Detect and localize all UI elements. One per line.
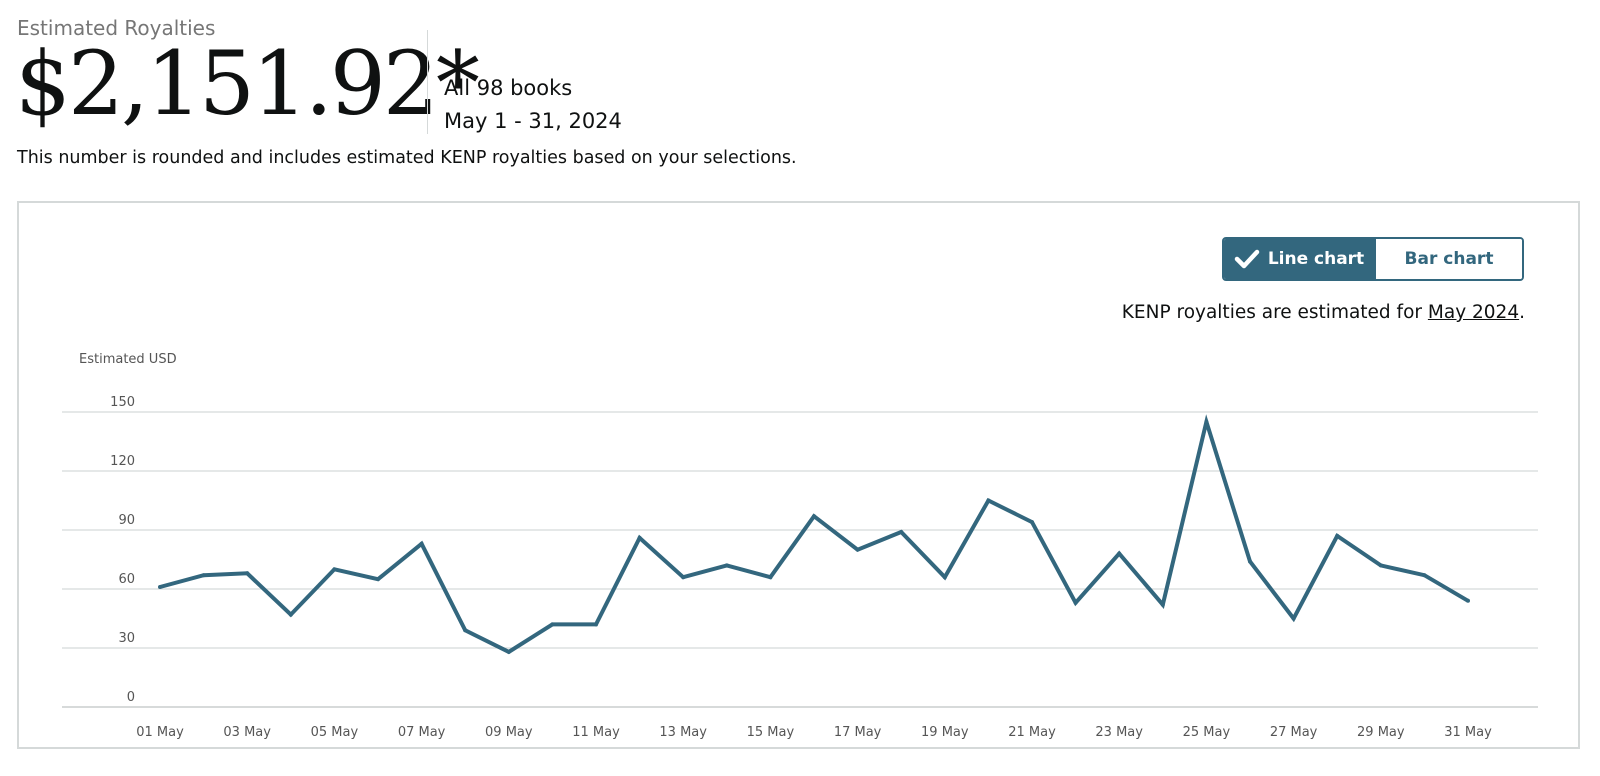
data-point bbox=[550, 622, 555, 627]
data-point bbox=[1291, 616, 1296, 621]
data-point bbox=[899, 529, 904, 534]
books-scope: All 98 books bbox=[444, 76, 573, 100]
x-tick-label: 25 May bbox=[1183, 725, 1231, 740]
data-point bbox=[463, 628, 468, 633]
y-tick-label: 90 bbox=[118, 513, 135, 528]
royalties-series-line bbox=[159, 414, 1470, 655]
x-tick-label: 23 May bbox=[1095, 725, 1143, 740]
date-range: May 1 - 31, 2024 bbox=[444, 109, 622, 133]
kenp-note-prefix: KENP royalties are estimated for bbox=[1121, 302, 1428, 323]
data-point bbox=[1422, 573, 1427, 578]
data-point bbox=[855, 547, 860, 552]
bar-chart-button[interactable]: Bar chart bbox=[1374, 239, 1522, 279]
x-tick-label: 01 May bbox=[136, 725, 184, 740]
data-point bbox=[768, 575, 773, 580]
data-point bbox=[942, 575, 947, 580]
data-point bbox=[1466, 598, 1470, 603]
x-tick-label: 27 May bbox=[1270, 725, 1318, 740]
x-tick-label: 31 May bbox=[1444, 725, 1492, 740]
data-point bbox=[1160, 602, 1165, 607]
header-divider bbox=[427, 30, 428, 134]
estimated-royalties-label: Estimated Royalties bbox=[17, 16, 216, 40]
y-tick-label: 0 bbox=[127, 690, 135, 705]
data-point bbox=[1117, 551, 1122, 556]
data-point bbox=[594, 622, 598, 627]
data-point bbox=[245, 571, 250, 576]
x-tick-label: 07 May bbox=[398, 725, 446, 740]
y-tick-label: 120 bbox=[110, 454, 135, 469]
line-chart-label: Line chart bbox=[1267, 249, 1365, 269]
data-point bbox=[419, 541, 424, 546]
royalties-amount: $2,151.92* bbox=[15, 32, 480, 135]
data-point bbox=[506, 649, 511, 654]
x-tick-label: 29 May bbox=[1357, 725, 1405, 740]
chart-type-toggle: Line chart Bar chart bbox=[1222, 237, 1524, 281]
chart-panel bbox=[17, 201, 1580, 749]
data-point bbox=[1073, 600, 1078, 605]
data-point bbox=[681, 575, 686, 580]
y-tick-label: 60 bbox=[118, 572, 135, 587]
data-point bbox=[1378, 563, 1383, 568]
y-tick-label: 150 bbox=[110, 395, 135, 410]
data-point bbox=[376, 577, 380, 582]
bar-chart-label: Bar chart bbox=[1404, 249, 1494, 269]
x-tick-label: 13 May bbox=[659, 725, 707, 740]
checkmark-icon bbox=[1234, 249, 1260, 269]
x-tick-label: 11 May bbox=[572, 725, 620, 740]
x-tick-label: 21 May bbox=[1008, 725, 1056, 740]
x-tick-label: 17 May bbox=[834, 725, 882, 740]
data-point bbox=[724, 563, 729, 568]
data-point bbox=[812, 514, 816, 519]
kenp-estimate-note: KENP royalties are estimated for May 202… bbox=[1122, 302, 1525, 323]
data-point bbox=[1204, 419, 1209, 424]
x-tick-label: 03 May bbox=[223, 725, 271, 740]
data-point bbox=[201, 573, 206, 578]
data-point bbox=[1030, 520, 1034, 525]
data-point bbox=[288, 612, 293, 617]
line-chart-button[interactable]: Line chart bbox=[1224, 239, 1374, 279]
data-point bbox=[1248, 559, 1252, 564]
kenp-month-link[interactable]: May 2024 bbox=[1427, 302, 1520, 323]
data-point bbox=[637, 535, 642, 540]
rounding-note: This number is rounded and includes esti… bbox=[17, 148, 797, 168]
data-point bbox=[158, 585, 162, 590]
x-tick-label: 15 May bbox=[747, 725, 795, 740]
data-point bbox=[986, 498, 991, 503]
x-tick-label: 05 May bbox=[311, 725, 359, 740]
x-tick-label: 09 May bbox=[485, 725, 533, 740]
kenp-note-suffix: . bbox=[1519, 302, 1525, 323]
x-tick-label: 19 May bbox=[921, 725, 969, 740]
data-point bbox=[1335, 533, 1340, 538]
y-axis-title: Estimated USD bbox=[79, 352, 177, 367]
data-point bbox=[332, 567, 337, 572]
y-tick-label: 30 bbox=[118, 631, 135, 646]
